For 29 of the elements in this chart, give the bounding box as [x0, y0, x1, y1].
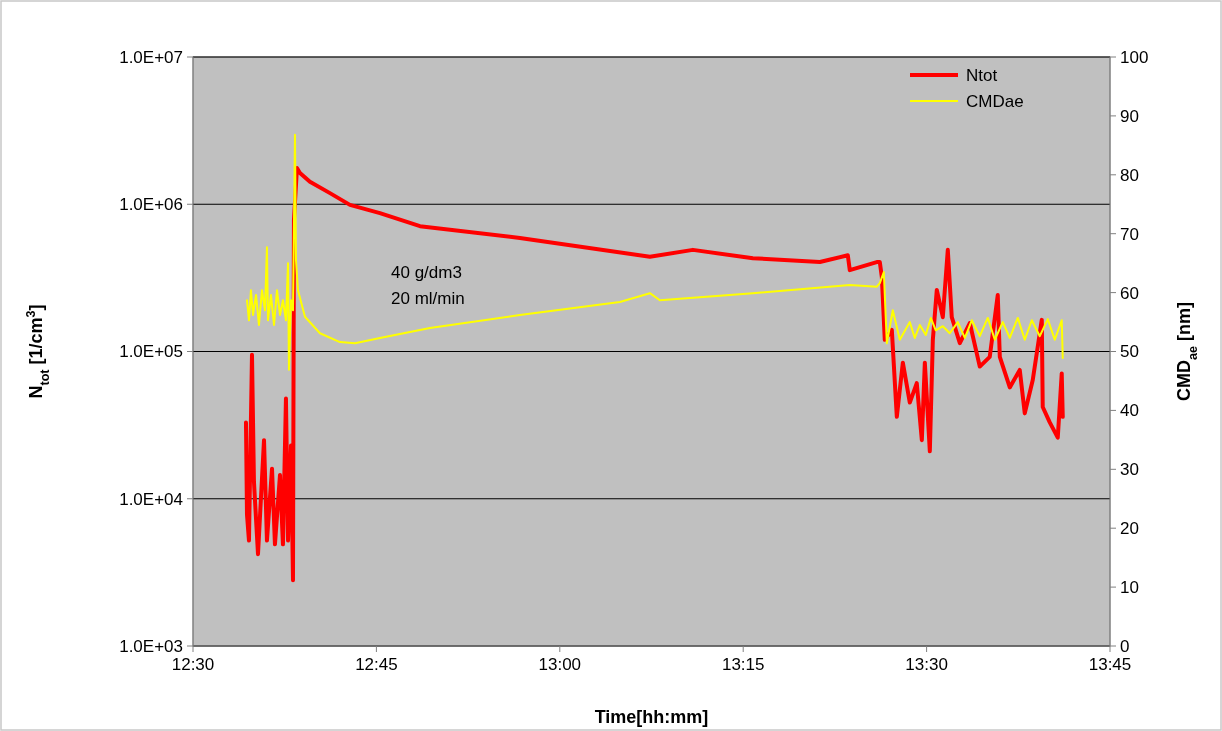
y2-tick-label: 80	[1120, 165, 1139, 185]
legend-label: Ntot	[966, 65, 998, 85]
y2-tick-label: 40	[1120, 401, 1139, 421]
y2-tick-label: 50	[1120, 342, 1139, 362]
y2-tick-label: 20	[1120, 519, 1139, 539]
y2-tick-label: 90	[1120, 106, 1139, 126]
y-tick-label: 1.0E+03	[119, 636, 183, 656]
y-tick-label: 1.0E+04	[119, 489, 183, 509]
x-tick-label: 13:00	[538, 655, 582, 674]
y-tick-label: 1.0E+05	[119, 342, 183, 362]
x-tick-label: 12:45	[355, 655, 398, 674]
line-series	[243, 166, 1065, 583]
y2-tick-label: 100	[1120, 47, 1149, 67]
y2-tick-label: 60	[1120, 283, 1139, 303]
annotation: 40 g/dm3	[391, 263, 462, 282]
y2-tick-label: 10	[1120, 578, 1139, 598]
x-tick-label: 13:30	[905, 655, 948, 674]
x-tick-label: 13:45	[1088, 655, 1132, 674]
x-axis-title: Time[hh:mm]	[594, 707, 709, 727]
y2-tick-label: 0	[1120, 636, 1130, 656]
y-tick-label: 1.0E+07	[119, 47, 183, 67]
y-tick-label: 1.0E+06	[119, 195, 183, 215]
x-tick-label: 12:30	[171, 655, 215, 674]
y2-tick-label: 30	[1120, 460, 1139, 480]
line-series	[245, 133, 1064, 371]
legend-label: CMDae	[966, 91, 1024, 111]
y2-tick-label: 70	[1120, 224, 1139, 244]
x-tick-label: 13:15	[721, 655, 765, 674]
annotation: 20 ml/min	[391, 289, 465, 308]
